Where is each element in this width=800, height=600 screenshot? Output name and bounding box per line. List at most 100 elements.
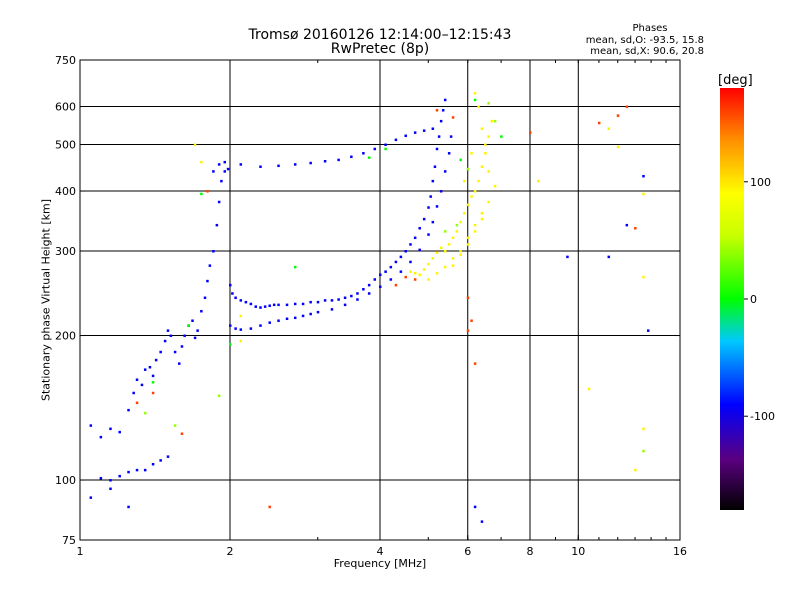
- data-point: [409, 260, 412, 264]
- data-point: [229, 283, 232, 287]
- data-point: [350, 155, 353, 159]
- data-point: [473, 223, 477, 227]
- data-point: [431, 179, 435, 183]
- data-point: [143, 368, 147, 371]
- data-point: [259, 306, 262, 309]
- data-point: [634, 468, 637, 472]
- data-point: [493, 119, 497, 123]
- data-point: [413, 278, 417, 281]
- data-point: [427, 206, 430, 209]
- data-point: [231, 292, 234, 295]
- data-point: [439, 119, 443, 123]
- data-point: [435, 109, 439, 112]
- data-point: [127, 470, 130, 474]
- data-point: [449, 135, 453, 138]
- data-point: [379, 273, 382, 277]
- data-point: [343, 303, 347, 307]
- data-point: [180, 432, 184, 436]
- data-point: [234, 327, 237, 330]
- data-point: [431, 127, 435, 130]
- data-point: [422, 268, 426, 271]
- data-point: [389, 278, 393, 281]
- data-point: [132, 391, 135, 395]
- data-point: [384, 147, 387, 151]
- x-tick-label: 2: [227, 545, 234, 558]
- data-point: [223, 170, 227, 173]
- data-point: [151, 374, 155, 378]
- data-point: [239, 163, 243, 166]
- data-point: [480, 217, 484, 221]
- data-point: [427, 278, 430, 281]
- data-point: [143, 468, 147, 472]
- x-tick-label: 1: [77, 545, 84, 558]
- x-tick-label: 16: [673, 545, 687, 558]
- data-point: [127, 505, 130, 509]
- data-point: [459, 253, 462, 257]
- data-point: [166, 329, 170, 332]
- data-point: [463, 212, 466, 215]
- data-point: [99, 435, 103, 439]
- phase-info-title: Phases: [632, 23, 668, 34]
- data-point: [455, 223, 459, 227]
- data-point: [118, 474, 121, 478]
- data-point: [642, 174, 645, 178]
- data-point: [487, 200, 490, 204]
- data-point: [217, 394, 221, 398]
- data-point: [301, 302, 305, 306]
- data-point: [439, 246, 443, 250]
- data-point: [384, 143, 387, 147]
- data-point: [356, 292, 359, 295]
- data-point: [404, 134, 407, 138]
- x-tick-label: 4: [377, 545, 384, 558]
- data-point: [566, 255, 569, 259]
- data-point: [384, 270, 387, 273]
- data-point: [443, 265, 447, 269]
- data-point: [309, 161, 312, 165]
- data-point: [277, 303, 280, 307]
- y-tick-label: 600: [55, 101, 76, 114]
- data-point: [435, 205, 439, 208]
- data-point: [367, 283, 371, 287]
- data-point: [268, 304, 271, 307]
- data-point: [447, 243, 451, 246]
- data-point: [293, 265, 297, 269]
- data-point: [437, 135, 441, 138]
- data-point: [607, 127, 611, 130]
- data-point: [277, 164, 280, 168]
- data-point: [350, 294, 353, 298]
- data-point: [493, 184, 497, 188]
- data-point: [268, 321, 271, 324]
- data-point: [154, 358, 158, 362]
- y-tick-label: 300: [55, 245, 76, 258]
- data-point: [293, 316, 297, 320]
- data-point: [259, 324, 262, 327]
- data-point: [212, 250, 215, 253]
- data-point: [226, 167, 230, 171]
- data-point: [151, 381, 155, 384]
- data-point: [367, 292, 371, 295]
- data-point: [148, 365, 152, 369]
- data-point: [109, 487, 112, 491]
- data-point: [180, 345, 184, 348]
- data-point: [135, 468, 139, 472]
- data-point: [249, 302, 253, 306]
- data-point: [89, 496, 93, 499]
- data-point: [373, 147, 377, 151]
- data-point: [356, 298, 359, 301]
- data-point: [127, 408, 130, 412]
- data-point: [451, 236, 455, 240]
- data-point: [229, 343, 232, 346]
- data-point: [451, 116, 455, 119]
- data-point: [625, 105, 629, 109]
- data-point: [193, 336, 197, 340]
- data-point: [473, 92, 477, 95]
- data-point: [536, 179, 540, 183]
- chart-title: Tromsø 20160126 12:14:00–12:15:43: [248, 27, 512, 43]
- data-point: [473, 190, 477, 193]
- data-point: [451, 264, 455, 267]
- data-point: [301, 314, 305, 318]
- data-point: [206, 190, 209, 193]
- data-point: [183, 334, 186, 338]
- data-point: [196, 329, 199, 332]
- data-point: [642, 449, 645, 453]
